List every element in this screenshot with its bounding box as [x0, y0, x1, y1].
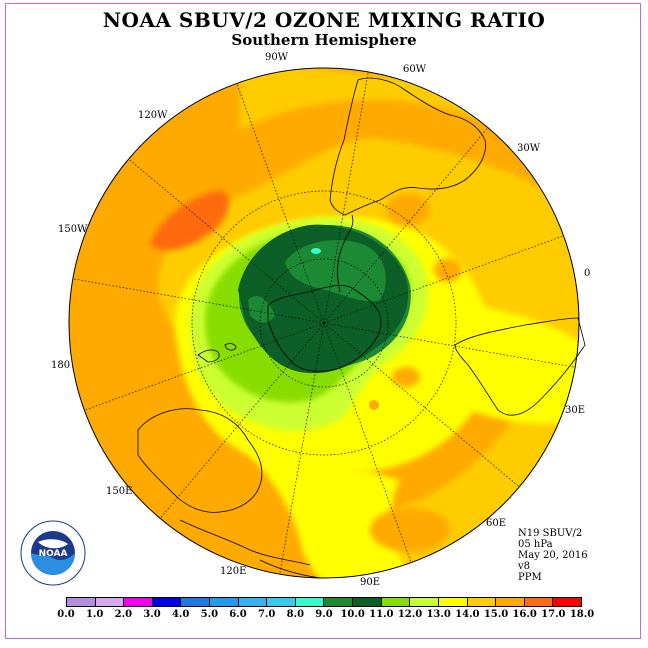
colorbar-segment	[95, 598, 125, 606]
meridian-line	[323, 322, 576, 368]
africa-coastline	[454, 317, 586, 416]
lon-label-90e: 90E	[360, 577, 381, 588]
meridian-lines	[72, 71, 576, 575]
colorbar-segment	[181, 598, 211, 606]
lon-label-30w: 30W	[517, 143, 541, 154]
colorbar-segment	[467, 598, 497, 606]
meridian-line	[323, 322, 520, 488]
colorbar-tick-label: 6.0	[229, 609, 247, 620]
australia-coastline	[137, 408, 263, 513]
colorbar-tick-label: 16.0	[512, 609, 537, 620]
figure-frame	[5, 3, 641, 639]
meridian-line	[323, 127, 489, 324]
meridian-line	[159, 322, 325, 519]
colorbar-tick-label: 18.0	[569, 609, 595, 620]
meridian-line	[323, 71, 369, 324]
colorbar-tick-label: 13.0	[426, 609, 451, 620]
colorbar-segment	[67, 598, 96, 606]
colorbar-tick-label: 14.0	[455, 609, 480, 620]
meridian-line	[279, 322, 325, 575]
page-subtitle: Southern Hemisphere	[231, 31, 417, 49]
colorbar-tick-label: 12.0	[397, 609, 423, 620]
colorbar-segment	[410, 598, 439, 606]
info-panel: N19 SBUV/2 05 hPa May 20, 2016 v8 PPM	[518, 528, 588, 583]
colorbar-segment	[210, 598, 239, 606]
colorbar-tick-label: 9.0	[315, 609, 333, 620]
lon-label-90w: 90W	[265, 52, 289, 63]
colorbar-tick-label: 17.0	[541, 609, 566, 620]
contour-fill	[69, 68, 579, 578]
colorbar-segment	[295, 598, 325, 606]
lon-label-120e: 120E	[220, 566, 247, 577]
meridian-line	[72, 278, 325, 324]
logo-text: NOAA	[39, 549, 68, 559]
lon-label-150w: 150W	[58, 224, 88, 235]
colorbar-tick-label: 1.0	[85, 609, 104, 620]
date-label: May 20, 2016	[518, 550, 588, 561]
colorbar-tick-label: 7.0	[257, 609, 276, 620]
noaa-logo: NOAA	[20, 520, 86, 586]
meridian-line	[323, 235, 564, 324]
new-zealand-coastline	[197, 343, 237, 363]
colorbar-ticks: 0.0 1.0 2.0 3.0 4.0 5.0 6.0 7.0 8.0 9.0 10.0 11.0 12…	[57, 609, 594, 621]
colorbar-segment	[524, 598, 554, 606]
page-title: NOAA SBUV/2 OZONE MIXING RATIO	[102, 8, 546, 32]
colorbar-tick-label: 4.0	[171, 609, 190, 620]
asia-coastline	[179, 519, 321, 579]
lon-label-30e: 30E	[565, 405, 586, 416]
meridian-line	[236, 83, 325, 324]
lon-label-180: 180	[51, 360, 71, 371]
colorbar-tick-label: 10.0	[340, 609, 365, 620]
colorbar-segment	[324, 598, 354, 606]
pressure-level: 05 hPa	[518, 539, 553, 550]
colorbar-segment	[238, 598, 268, 606]
colorbar-segment	[496, 598, 525, 606]
lon-label-60e: 60E	[486, 518, 507, 529]
colorbar-tick-label: 15.0	[483, 609, 509, 620]
colorbar-segment	[353, 598, 382, 606]
lon-label-120w: 120W	[138, 110, 168, 121]
colorbar-segment	[438, 598, 468, 606]
units-label: PPM	[518, 572, 542, 583]
colorbar-segment	[553, 598, 581, 606]
colorbar-segment	[152, 598, 182, 606]
lon-label-0: 0	[584, 268, 591, 279]
lon-label-60w: 60W	[403, 64, 427, 75]
colorbar-tick-label: 8.0	[286, 609, 305, 620]
colorbar-tick-label: 2.0	[114, 609, 133, 620]
satellite-label: N19 SBUV/2	[518, 528, 583, 539]
colorbar-segment	[267, 598, 296, 606]
colorbar-segment	[124, 598, 153, 606]
colorbar-tick-label: 11.0	[369, 609, 394, 620]
colorbar-tick-label: 3.0	[143, 609, 161, 620]
map-boundary	[68, 67, 580, 579]
lon-label-150e: 150E	[106, 486, 133, 497]
meridian-line	[84, 322, 325, 411]
colorbar-tick-label: 5.0	[200, 609, 219, 620]
colorbar-tick-label: 0.0	[57, 609, 75, 620]
colorbar-segment	[381, 598, 411, 606]
version-label: v8	[518, 561, 531, 572]
meridian-line	[323, 322, 412, 563]
latitude-circles	[191, 190, 457, 456]
colorbar	[66, 597, 582, 607]
meridian-line	[128, 158, 325, 324]
south-america-coastline	[329, 77, 486, 216]
antarctic-peninsula	[337, 214, 354, 293]
antarctica-coastline	[267, 285, 382, 372]
